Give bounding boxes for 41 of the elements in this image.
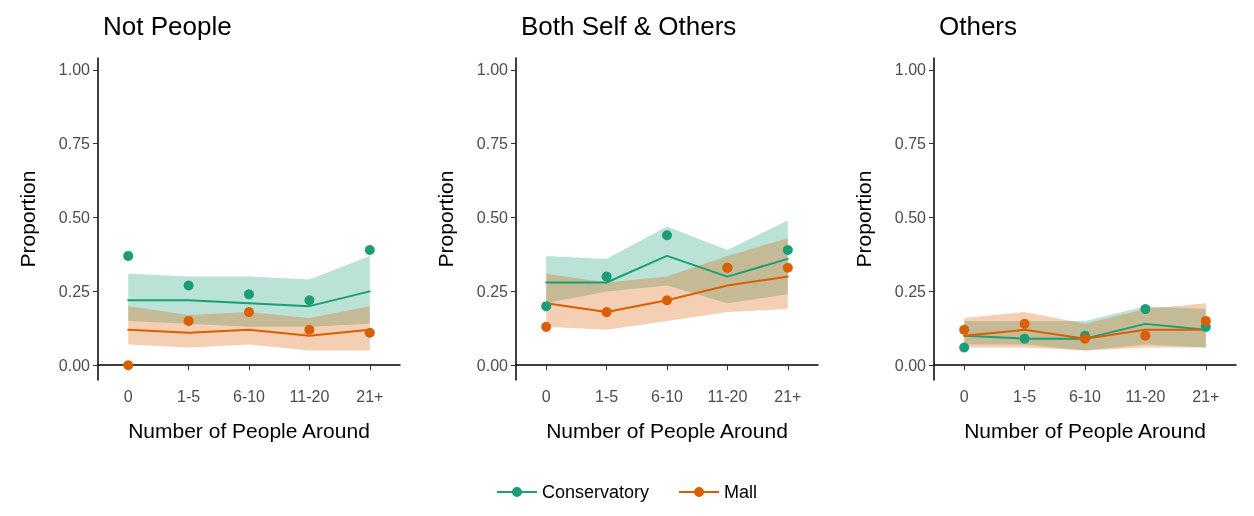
x-tick-label: 6-10 <box>650 387 684 405</box>
x-tick-label: 11-20 <box>1125 387 1166 405</box>
y-tick-label: 0.00 <box>476 356 509 374</box>
y-axis-title: Proportion <box>852 170 875 268</box>
chart-title: Not People <box>103 11 232 41</box>
x-tick-label: 21+ <box>774 387 802 405</box>
x-tick-label: 1-5 <box>595 387 619 405</box>
x-tick-label: 1-5 <box>1013 387 1037 405</box>
y-axis-title: Proportion <box>434 170 457 268</box>
chart-title: Others <box>939 11 1018 41</box>
x-axis-title: Number of People Around <box>964 419 1206 442</box>
x-axis-title: Number of People Around <box>128 419 370 442</box>
x-tick-label: 6-10 <box>232 387 266 405</box>
x-tick-label: 0 <box>959 387 969 405</box>
legend-label: Mall <box>724 482 758 502</box>
x-tick-label: 21+ <box>356 387 384 405</box>
x-tick-label: 0 <box>541 387 551 405</box>
chart-title: Both Self & Others <box>521 11 737 41</box>
y-tick-label: 0.25 <box>894 282 927 300</box>
y-tick-label: 1.00 <box>476 61 509 79</box>
y-axis-title: Proportion <box>16 170 39 268</box>
y-tick-label: 0.75 <box>476 135 509 153</box>
x-axis-title: Number of People Around <box>546 419 788 442</box>
y-tick-label: 0.75 <box>894 135 927 153</box>
x-tick-label: 0 <box>123 387 133 405</box>
x-tick-label: 1-5 <box>177 387 201 405</box>
y-tick-label: 0.25 <box>58 282 91 300</box>
y-tick-label: 0.00 <box>894 356 927 374</box>
y-tick-label: 0.50 <box>58 209 91 227</box>
y-tick-label: 0.50 <box>476 209 509 227</box>
x-tick-label: 11-20 <box>289 387 330 405</box>
y-tick-label: 0.00 <box>58 356 91 374</box>
y-tick-label: 1.00 <box>58 61 91 79</box>
x-tick-label: 6-10 <box>1068 387 1102 405</box>
y-tick-label: 0.25 <box>476 282 509 300</box>
y-tick-label: 0.75 <box>58 135 91 153</box>
x-tick-label: 11-20 <box>707 387 748 405</box>
y-tick-label: 0.50 <box>894 209 927 227</box>
y-tick-label: 1.00 <box>894 61 927 79</box>
legend-label: Conservatory <box>541 482 650 502</box>
x-tick-label: 21+ <box>1192 387 1220 405</box>
